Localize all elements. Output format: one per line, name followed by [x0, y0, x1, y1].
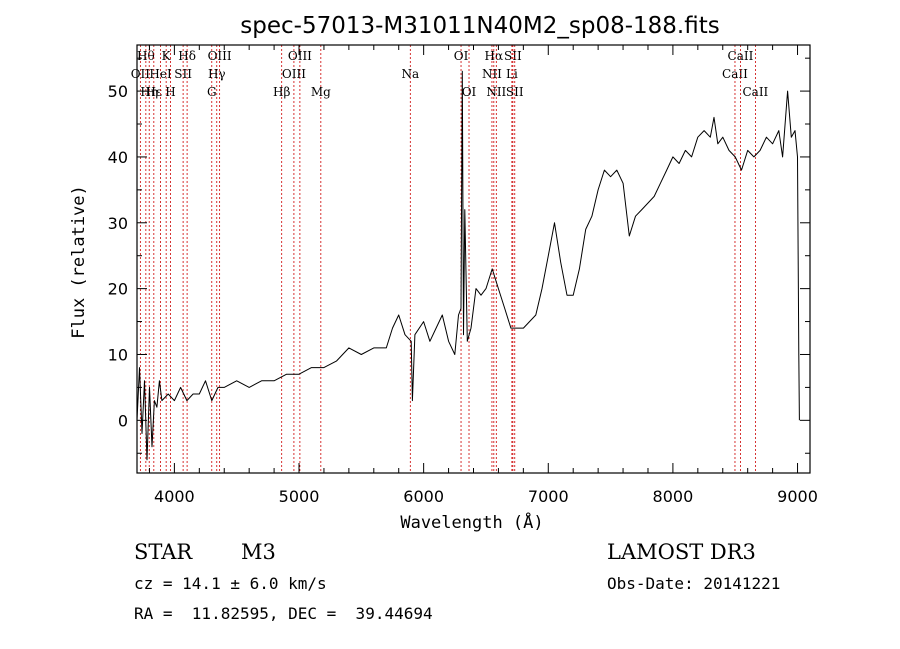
spectral-line-label: Hγ	[208, 67, 226, 81]
spectral-line-label: OII	[131, 67, 151, 81]
spectral-line-label: CaII	[728, 49, 754, 63]
spectral-line-label: Li	[506, 67, 518, 81]
y-tick-label: 50	[108, 82, 128, 101]
spectral-line-label: Hα	[485, 49, 504, 63]
spectral-line-label: CaII	[742, 85, 768, 99]
y-tick-label: 30	[108, 214, 128, 233]
object-subclass: M3	[241, 540, 276, 564]
x-tick-label: 8000	[653, 487, 694, 506]
spectral-line-label: OI	[454, 49, 469, 63]
redshift-cz: cz = 14.1 ± 6.0 km/s	[134, 574, 327, 593]
spectral-line-label: OIII	[208, 49, 232, 63]
spectral-line-label: SII	[504, 49, 522, 63]
y-tick-label: 20	[108, 280, 128, 299]
y-tick-label: 40	[108, 148, 128, 167]
chart-title: spec-57013-M31011N40M2_sp08-188.fits	[240, 13, 719, 39]
spectral-line-label: Hδ	[178, 49, 196, 63]
x-axis-label: Wavelength (Å)	[400, 511, 543, 533]
spectral-line-label: Na	[401, 67, 419, 81]
x-tick-label: 6000	[403, 487, 444, 506]
spectral-line-label: G	[207, 85, 217, 99]
spectral-line-label: HeI	[149, 67, 172, 81]
survey-name: LAMOST DR3	[607, 540, 756, 564]
spectral-line-label: Mg	[311, 85, 331, 99]
y-axis-label: Flux (relative)	[69, 185, 89, 339]
spectral-line-label: NII	[482, 67, 502, 81]
y-tick-label: 10	[108, 345, 128, 364]
coordinates: RA = 11.82595, DEC = 39.44694	[134, 604, 433, 623]
spectral-line-label: OIII	[282, 67, 306, 81]
x-tick-label: 9000	[777, 487, 818, 506]
spectrum-series	[136, 70, 800, 461]
x-tick-label: 7000	[528, 487, 569, 506]
y-tick-label: 0	[118, 411, 128, 430]
spectral-line-label: OIII	[288, 49, 312, 63]
spectral-line-label: OI	[462, 85, 477, 99]
spectral-line-label: CaII	[722, 67, 748, 81]
spectrum-line	[136, 70, 800, 461]
plot-frame	[136, 44, 811, 474]
spectral-line-label: K	[162, 49, 172, 63]
spectral-line-label: Hβ	[273, 85, 290, 99]
x-tick-label: 4000	[154, 487, 195, 506]
object-type: STAR	[134, 540, 193, 564]
axis-ticks: 4000 5000 6000 7000 8000 9000 0 10 20 30 40 50	[108, 45, 818, 506]
observation-date: Obs-Date: 20141221	[607, 574, 781, 593]
spectral-line-label: NII	[486, 85, 506, 99]
spectral-line-label: Hε	[145, 85, 162, 99]
x-tick-label: 5000	[279, 487, 320, 506]
spectral-line-label: SII	[506, 85, 524, 99]
spectral-line-label: SII	[174, 67, 192, 81]
spectral-line-label: H	[165, 85, 175, 99]
spectral-line-label: Hθ	[137, 49, 155, 63]
spectral-line-label: Hη	[140, 85, 158, 99]
